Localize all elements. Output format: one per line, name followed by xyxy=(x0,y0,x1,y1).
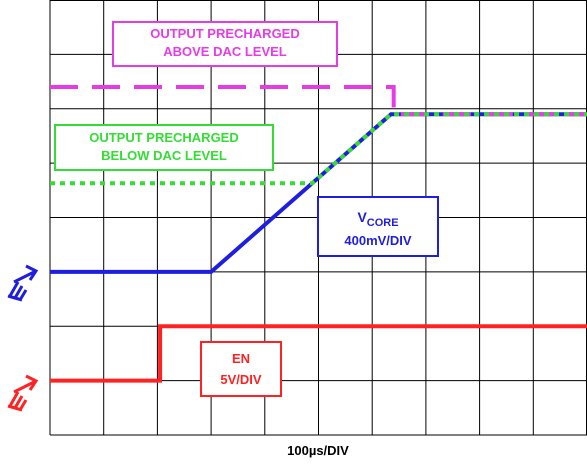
annotation: ABOVE DAC LEVEL xyxy=(163,44,287,59)
annotation: OUTPUT PRECHARGED xyxy=(89,130,239,145)
annotation: VCORE xyxy=(357,209,398,229)
annotation: CORE xyxy=(367,217,399,229)
annotation: 5V/DIV xyxy=(220,372,262,387)
annotation: EN xyxy=(232,351,250,366)
annotation: V xyxy=(357,209,367,225)
annotation-box xyxy=(200,341,282,397)
trace xyxy=(50,324,587,383)
annotation-box xyxy=(54,124,274,171)
annotation: 400mV/DIV xyxy=(344,233,412,248)
annotation-box xyxy=(317,196,439,257)
ground-marker xyxy=(7,264,39,302)
trace xyxy=(50,85,587,117)
annotation: BELOW DAC LEVEL xyxy=(101,148,227,163)
x-axis-label: 100µs/DIV xyxy=(287,443,349,458)
ground-marker xyxy=(7,374,39,412)
traces xyxy=(50,85,587,383)
trace xyxy=(50,112,587,186)
annotation: OUTPUT PRECHARGED xyxy=(150,26,300,41)
annotation-box xyxy=(112,21,338,67)
